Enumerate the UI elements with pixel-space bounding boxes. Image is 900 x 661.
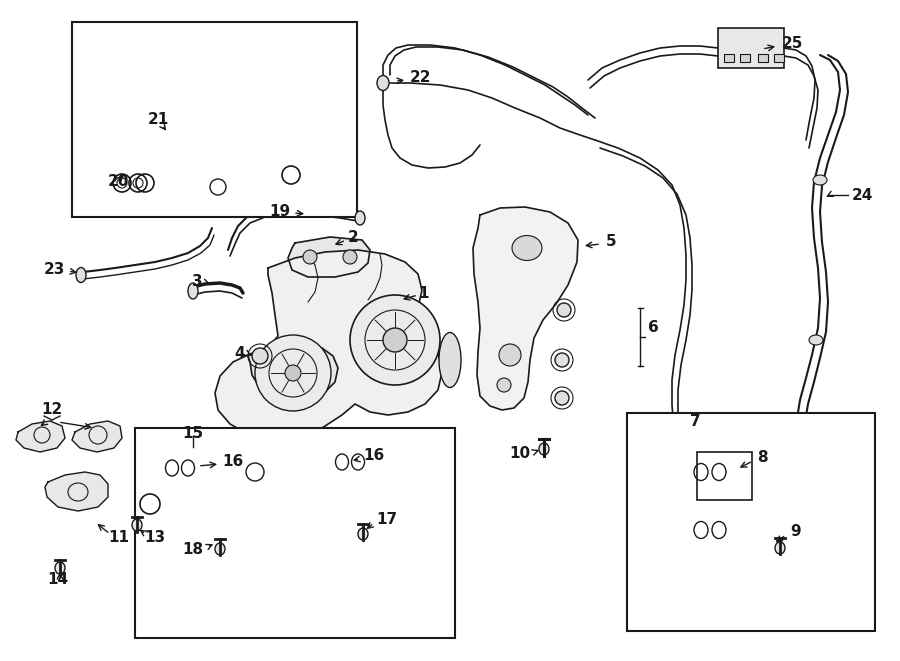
- Text: 18: 18: [182, 541, 203, 557]
- Ellipse shape: [439, 332, 461, 387]
- Text: 8: 8: [757, 451, 768, 465]
- Text: 5: 5: [606, 235, 616, 249]
- Text: 7: 7: [689, 414, 700, 428]
- Polygon shape: [72, 421, 122, 452]
- Polygon shape: [215, 250, 442, 438]
- Polygon shape: [140, 145, 295, 190]
- Text: 9: 9: [790, 524, 801, 539]
- Bar: [135, 428, 455, 638]
- Bar: [740, 54, 750, 62]
- Text: 6: 6: [648, 321, 659, 336]
- Text: 16: 16: [363, 449, 384, 463]
- Text: 10: 10: [508, 446, 530, 461]
- Text: 2: 2: [348, 231, 359, 245]
- Bar: [758, 54, 768, 62]
- Text: 21: 21: [148, 112, 168, 128]
- Text: 11: 11: [108, 531, 129, 545]
- Text: 14: 14: [48, 572, 68, 588]
- Polygon shape: [45, 472, 108, 511]
- Text: 15: 15: [183, 426, 203, 440]
- Polygon shape: [288, 237, 370, 277]
- Text: 16: 16: [222, 455, 243, 469]
- Ellipse shape: [215, 543, 225, 555]
- Circle shape: [557, 303, 571, 317]
- Ellipse shape: [539, 443, 549, 455]
- Ellipse shape: [775, 542, 785, 554]
- Text: 3: 3: [193, 274, 203, 288]
- Circle shape: [555, 391, 569, 405]
- Circle shape: [350, 295, 440, 385]
- Ellipse shape: [791, 495, 805, 505]
- Text: 24: 24: [852, 188, 873, 202]
- Ellipse shape: [188, 283, 198, 299]
- Bar: [718, 28, 784, 68]
- Text: 19: 19: [269, 204, 290, 219]
- Ellipse shape: [497, 378, 511, 392]
- Ellipse shape: [499, 344, 521, 366]
- Polygon shape: [248, 344, 338, 400]
- Ellipse shape: [355, 211, 365, 225]
- Bar: [72, 22, 357, 217]
- Ellipse shape: [358, 528, 368, 540]
- Text: 20: 20: [107, 175, 129, 190]
- Polygon shape: [16, 421, 65, 452]
- Circle shape: [555, 353, 569, 367]
- Ellipse shape: [377, 75, 389, 91]
- Text: 17: 17: [376, 512, 397, 527]
- Text: 22: 22: [410, 71, 431, 85]
- Text: 1: 1: [418, 286, 429, 301]
- Circle shape: [255, 335, 331, 411]
- Circle shape: [303, 250, 317, 264]
- Text: 12: 12: [41, 403, 63, 418]
- Circle shape: [285, 365, 301, 381]
- Bar: [724, 54, 734, 62]
- Bar: [627, 413, 875, 631]
- Circle shape: [343, 250, 357, 264]
- Bar: [697, 452, 752, 500]
- Ellipse shape: [813, 175, 827, 185]
- Ellipse shape: [132, 519, 142, 531]
- Circle shape: [383, 328, 407, 352]
- Ellipse shape: [76, 268, 86, 282]
- Ellipse shape: [809, 335, 823, 345]
- Text: 25: 25: [782, 36, 804, 52]
- Ellipse shape: [263, 432, 328, 452]
- Text: 4: 4: [234, 346, 245, 360]
- Ellipse shape: [55, 562, 65, 574]
- Bar: [774, 54, 784, 62]
- Circle shape: [252, 348, 268, 364]
- Text: 23: 23: [43, 262, 65, 276]
- Text: 13: 13: [144, 531, 165, 545]
- Polygon shape: [473, 207, 578, 410]
- Ellipse shape: [512, 235, 542, 260]
